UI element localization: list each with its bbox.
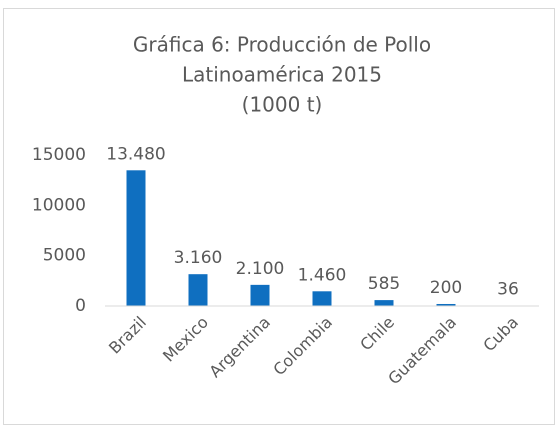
chart-title: Latinoamérica 2015: [182, 63, 382, 87]
bar: [436, 303, 456, 306]
bar: [126, 170, 146, 306]
bar: [312, 291, 332, 306]
value-label: 36: [497, 280, 519, 300]
y-tick-label: 0: [75, 296, 86, 316]
value-label: 1.460: [298, 265, 347, 285]
chart-frame: [3, 8, 555, 425]
y-tick-label: 5000: [43, 246, 86, 266]
value-label: 2.100: [236, 259, 285, 279]
chart-title: Gráfica 6: Producción de Pollo: [133, 33, 431, 57]
bar: [250, 284, 270, 306]
value-label: 200: [430, 278, 462, 298]
y-tick-label: 15000: [32, 145, 86, 165]
y-tick-label: 10000: [32, 195, 86, 215]
value-label: 585: [368, 274, 400, 294]
bar: [188, 274, 208, 306]
chart-title: (1000 t): [242, 93, 323, 117]
value-label: 13.480: [106, 144, 165, 164]
bar: [374, 300, 394, 306]
value-label: 3.160: [174, 248, 223, 268]
